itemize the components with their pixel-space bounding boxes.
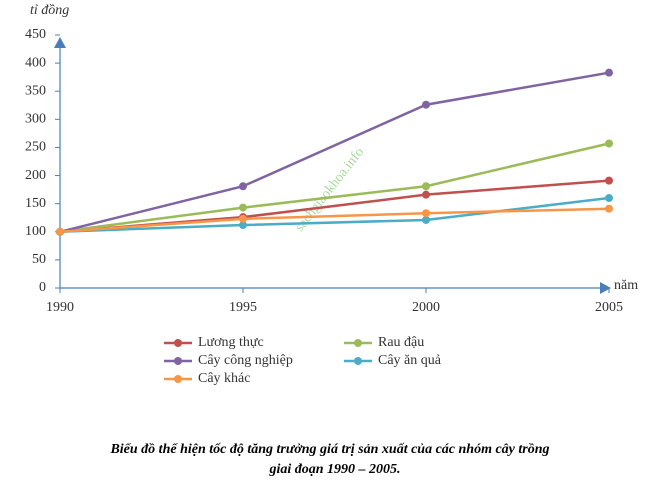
data-point [422,182,430,191]
legend-marker [354,357,362,365]
x-tick-label: 2005 [595,300,623,315]
legend-label: Cây công nghiệp [198,353,293,368]
legend-marker [174,357,182,365]
y-tick-label: 250 [25,140,46,155]
legend-label: Cây ăn quả [378,353,442,368]
series-line [59,196,610,234]
y-axis-arrow [54,37,66,48]
y-tick-label: 100 [25,224,46,239]
data-point [605,68,613,77]
data-point [605,204,613,213]
data-point [605,176,613,185]
data-point [239,203,247,212]
y-tick-label: 350 [25,83,46,98]
legend-label: Lương thực [198,335,264,350]
x-axis-arrow [600,282,611,294]
series-line [59,142,610,234]
legend-label: Cây khác [198,371,250,386]
data-point [239,214,247,223]
legend-marker [174,339,182,347]
y-tick-label: 400 [25,55,46,70]
y-tick-label: 0 [39,280,46,295]
data-point [56,227,64,236]
series-line [59,71,610,233]
series-line [59,207,610,234]
caption: giai đoạn 1990 – 2005. [268,462,400,477]
x-tick-label: 1995 [229,300,257,315]
data-point [605,139,613,148]
data-point [239,221,247,230]
data-point [422,190,430,199]
x-tick-label: 1990 [46,300,74,315]
data-point [239,182,247,191]
legend-label: Rau đậu [378,335,424,350]
x-tick-label: 2000 [412,300,440,315]
data-point [605,194,613,203]
caption: Biểu đồ thể hiện tốc độ tăng trưởng giá … [109,442,549,457]
legend-marker [354,339,362,347]
y-axis-title: tỉ đồng [30,3,69,18]
data-point [422,100,430,109]
x-axis-title: năm [614,278,638,293]
y-tick-label: 50 [32,252,46,267]
data-point [422,209,430,218]
y-tick-label: 200 [25,168,46,183]
legend-marker [174,375,182,383]
y-tick-label: 300 [25,112,46,127]
data-point [422,215,430,224]
y-tick-label: 450 [25,27,46,42]
y-tick-label: 150 [25,196,46,211]
